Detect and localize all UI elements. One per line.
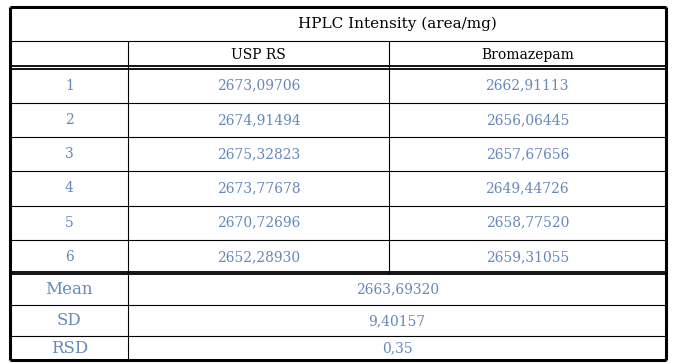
Text: 2673,09706: 2673,09706 — [217, 79, 300, 93]
Text: 2670,72696: 2670,72696 — [217, 216, 300, 230]
Text: 1: 1 — [65, 79, 74, 93]
Text: 2652,28930: 2652,28930 — [217, 250, 300, 264]
Text: Bromazepam: Bromazepam — [481, 48, 574, 62]
Text: 2675,32823: 2675,32823 — [217, 147, 300, 161]
Text: 4: 4 — [65, 182, 74, 195]
Text: RSD: RSD — [51, 340, 88, 357]
Text: 2673,77678: 2673,77678 — [217, 182, 300, 195]
Text: 0,35: 0,35 — [382, 341, 412, 355]
Text: Mean: Mean — [45, 281, 93, 298]
Text: SD: SD — [57, 312, 82, 329]
Text: 2658,77520: 2658,77520 — [485, 216, 569, 230]
Text: 5: 5 — [65, 216, 74, 230]
Text: 2663,69320: 2663,69320 — [356, 283, 439, 297]
Text: USP RS: USP RS — [231, 48, 286, 62]
Text: 2662,91113: 2662,91113 — [485, 79, 569, 93]
Text: 2: 2 — [65, 113, 74, 127]
Text: 2659,31055: 2659,31055 — [485, 250, 569, 264]
Text: 2656,06445: 2656,06445 — [485, 113, 569, 127]
Text: 9,40157: 9,40157 — [368, 314, 426, 328]
Text: 2649,44726: 2649,44726 — [485, 182, 569, 195]
Text: HPLC Intensity (area/mg): HPLC Intensity (area/mg) — [297, 17, 497, 31]
Text: 6: 6 — [65, 250, 74, 264]
Text: 2657,67656: 2657,67656 — [485, 147, 569, 161]
Text: 3: 3 — [65, 147, 74, 161]
Text: 2674,91494: 2674,91494 — [217, 113, 300, 127]
